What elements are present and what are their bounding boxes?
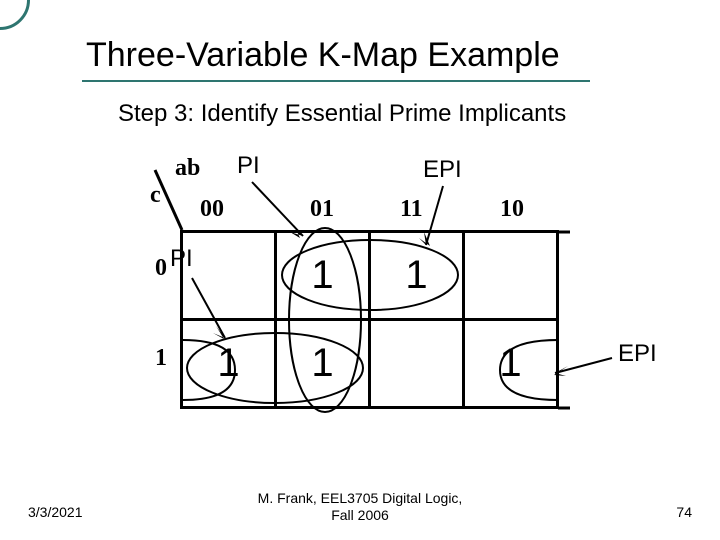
pi-left-label: PI bbox=[170, 245, 193, 273]
kmap-row-1: 1 bbox=[155, 345, 167, 372]
kmap-table: 1 1 1 1 1 bbox=[180, 230, 559, 409]
kmap-col-10: 10 bbox=[500, 196, 524, 223]
title-underline bbox=[82, 80, 590, 82]
kmap-c-label: c bbox=[150, 182, 161, 209]
pi-top-label: PI bbox=[237, 152, 260, 180]
kmap-cell-1-0: 1 bbox=[217, 341, 239, 385]
kmap-col-00: 00 bbox=[200, 196, 224, 223]
footer-credit: M. Frank, EEL3705 Digital Logic, Fall 20… bbox=[0, 490, 720, 524]
kmap-cell-1-1: 1 bbox=[311, 341, 333, 385]
kmap-col-01: 01 bbox=[310, 196, 334, 223]
kmap-cell-0-2: 1 bbox=[405, 253, 427, 297]
kmap-cell-1-3: 1 bbox=[499, 341, 521, 385]
kmap-ab-label: ab bbox=[175, 155, 200, 182]
kmap-col-11: 11 bbox=[400, 196, 423, 223]
epi-right-label: EPI bbox=[618, 340, 657, 368]
footer-credit-line1: M. Frank, EEL3705 Digital Logic, bbox=[258, 490, 463, 506]
kmap-diagram: ab c 00 01 11 10 0 1 1 1 1 1 1 bbox=[120, 180, 560, 420]
kmap-cell-0-1: 1 bbox=[311, 253, 333, 297]
kmap-row-0: 0 bbox=[155, 255, 167, 282]
page-title: Three-Variable K-Map Example bbox=[86, 36, 560, 75]
footer-page-number: 74 bbox=[676, 504, 692, 520]
epi-top-label: EPI bbox=[423, 156, 462, 184]
corner-bullet-circle bbox=[0, 0, 30, 30]
footer-credit-line2: Fall 2006 bbox=[331, 507, 389, 523]
page-subtitle: Step 3: Identify Essential Prime Implica… bbox=[118, 100, 566, 128]
